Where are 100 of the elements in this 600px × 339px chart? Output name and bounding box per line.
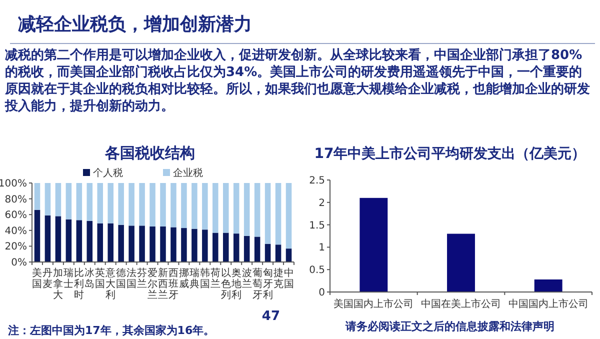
x-tick-label: 法国: [126, 267, 137, 290]
bar: [286, 248, 292, 262]
bar: [150, 183, 156, 226]
bar: [44, 215, 51, 262]
bar: [360, 198, 388, 292]
bar: [275, 244, 282, 262]
x-tick-label: 加拿大: [53, 267, 64, 301]
x-tick-label: 比利时: [74, 267, 84, 301]
x-tick-label: 挪威: [178, 267, 189, 290]
bar: [170, 183, 176, 228]
x-tick-label: 荷兰: [210, 267, 220, 290]
bar: [108, 183, 114, 224]
chart-title: 17年中美上市公司平均研发支出（亿美元）: [314, 145, 586, 162]
bar: [264, 183, 271, 244]
text: 减税的第二个作用是可以增加企业收入，促进研发创新。从全球比较来看，中国企业部门承担了80%的税收，而美国企业部门税收占比仅为34%。美国上市公司的研发费用遥遥领先于中国，一个重要的原因就在于其企业的税负相对比较轻。所以，如果我们也愿意大规模给企业减税，也能增加企业的研发投入能力，提升创新的动力。: [5, 47, 590, 115]
bar: [223, 232, 229, 262]
y-tick-label: 20%: [4, 242, 27, 253]
x-tick-label: 冰岛: [84, 267, 95, 290]
bar: [34, 183, 40, 210]
x-tick-label: 德国: [116, 268, 126, 290]
bar: [264, 244, 271, 262]
x-tick-label: 爱尔兰: [148, 267, 158, 301]
x-tick-label: 新西兰: [158, 267, 168, 301]
bar: [76, 183, 82, 220]
bar: [118, 224, 124, 262]
x-tick-label: 中国国内上市公司: [508, 298, 588, 310]
y-tick-label: 1: [318, 242, 325, 254]
y-tick-label: 2.5: [309, 176, 325, 186]
x-tick-label: 波兰: [242, 267, 252, 290]
bar: [55, 183, 62, 216]
bar: [76, 220, 82, 262]
bar: [192, 228, 198, 262]
x-tick-label: 中国: [284, 267, 294, 290]
bar: [233, 234, 240, 262]
bar: [128, 226, 134, 262]
bar: [286, 183, 292, 249]
bar: [233, 183, 240, 234]
bar: [534, 279, 562, 292]
bar: [212, 232, 218, 262]
bar: [202, 230, 208, 262]
bar: [66, 183, 72, 220]
bar: [44, 183, 51, 216]
y-tick-label: 80%: [4, 194, 27, 206]
x-tick-label: 西班牙: [168, 268, 178, 301]
legend-label: 企业税: [173, 167, 203, 179]
y-tick-label: 2: [318, 198, 325, 209]
bar: [150, 226, 156, 262]
bar: [108, 223, 114, 262]
bar: [139, 226, 145, 262]
x-tick-label: 英国: [95, 267, 106, 290]
bar: [55, 216, 62, 262]
bar: [212, 183, 218, 233]
bar: [97, 183, 103, 224]
bar: [202, 183, 208, 230]
bar: [244, 183, 250, 236]
x-tick-label: 葡萄牙: [252, 267, 262, 301]
x-tick-label: 意大利: [104, 267, 116, 301]
bar: [86, 220, 93, 262]
bar: [254, 236, 260, 262]
text: 注：左图中国为17年，其余国家为16年。: [7, 324, 215, 337]
x-tick-label: 美国: [32, 267, 42, 290]
x-tick-label: 瑞典: [189, 267, 200, 290]
bar: [181, 228, 187, 262]
x-tick-label: 瑞士: [64, 267, 74, 290]
bar: [160, 183, 166, 226]
y-tick-label: 0%: [11, 258, 27, 268]
y-tick-label: 1.5: [309, 220, 325, 232]
x-tick-label: 丹麦: [42, 268, 53, 290]
bar: [254, 183, 260, 237]
bar: [34, 210, 40, 262]
bar: [160, 226, 166, 262]
bar: [86, 183, 93, 221]
bar: [128, 183, 134, 226]
bar: [192, 183, 198, 229]
y-tick-label: 0.5: [309, 265, 325, 276]
bar: [275, 183, 282, 245]
y-tick-label: 60%: [4, 210, 27, 222]
text: 47: [262, 309, 280, 324]
x-tick-label: 中国在美上市公司: [421, 298, 501, 310]
y-tick-label: 0: [318, 288, 325, 298]
bar: [118, 183, 124, 225]
x-tick-label: 奥地利: [230, 267, 242, 301]
bar: [139, 183, 145, 226]
bar: [181, 183, 187, 228]
bar: [66, 219, 72, 262]
x-tick-label: 美国国内上市公司: [334, 298, 414, 310]
x-tick-label: 芬兰: [137, 267, 148, 290]
bar: [97, 223, 103, 262]
bar: [244, 236, 250, 262]
chart-title: 各国税收结构: [104, 144, 195, 162]
text: 减轻企业税负，增加创新潜力: [18, 13, 252, 36]
x-tick-label: 匈牙利: [262, 267, 273, 301]
bar: [223, 183, 229, 233]
bar: [170, 227, 176, 262]
text: 请务必阅读正文之后的信息披露和法律声明: [346, 319, 554, 334]
legend-label: 个人税: [93, 167, 123, 179]
bar: [447, 234, 475, 292]
x-tick-label: 韩国: [200, 267, 210, 290]
x-tick-label: 以色列: [220, 267, 231, 301]
x-tick-label: 捷克: [273, 267, 284, 290]
